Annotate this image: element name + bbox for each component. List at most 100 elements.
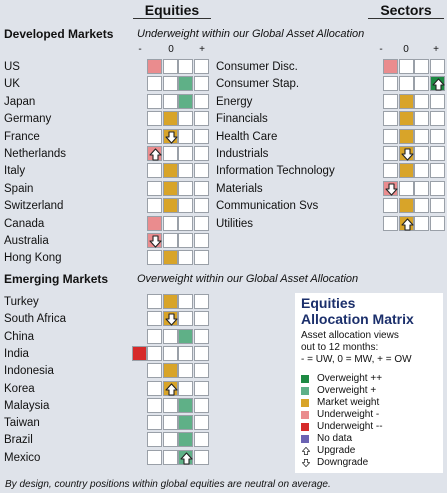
matrix-cell — [178, 215, 193, 231]
upgrade-arrow-icon — [301, 446, 311, 456]
row-label: Hong Kong — [4, 252, 62, 265]
matrix-cell — [178, 93, 193, 109]
matrix-cell — [398, 93, 414, 109]
row-label: Financials — [216, 113, 268, 126]
matrix-cell — [178, 111, 193, 127]
matrix-cell — [147, 449, 162, 465]
matrix-cell — [147, 432, 162, 448]
legend-title-line2: Allocation Matrix — [301, 311, 414, 327]
matrix-cell — [162, 180, 178, 196]
matrix-cell — [429, 198, 445, 214]
downgrade-arrow-icon — [400, 148, 414, 161]
matrix-cell — [178, 128, 193, 144]
legend-item: Upgrade — [301, 445, 355, 457]
row-label: Korea — [4, 382, 35, 395]
matrix-cell — [383, 93, 398, 109]
upgrade-arrow-icon — [180, 452, 193, 465]
downgrade-arrow-icon — [164, 131, 178, 144]
matrix-cell — [147, 163, 162, 179]
matrix-cell — [193, 345, 209, 361]
matrix-cell — [162, 380, 178, 396]
matrix-cell — [383, 180, 398, 196]
row-label: Consumer Disc. — [216, 61, 298, 73]
matrix-cell — [147, 146, 162, 161]
legend-item-label: Overweight + — [317, 385, 377, 396]
matrix-cell — [383, 59, 398, 74]
legend-swatch — [301, 387, 309, 395]
matrix-cell — [398, 128, 414, 144]
matrix-cell — [398, 163, 414, 179]
row-label: Canada — [4, 217, 45, 230]
matrix-cell — [178, 345, 193, 361]
downgrade-icon — [301, 458, 311, 468]
matrix-cell — [162, 198, 178, 214]
matrix-cell — [429, 215, 445, 231]
developed-markets-title: Developed Markets — [4, 27, 114, 41]
row-label: Materials — [216, 182, 263, 195]
matrix-cell — [383, 163, 398, 179]
matrix-cell — [147, 363, 162, 379]
matrix-cell — [414, 111, 429, 127]
matrix-cell — [429, 93, 445, 109]
legend-swatch — [301, 375, 309, 383]
equities-tick-minus: - — [138, 44, 142, 55]
sectors-tick-plus: + — [433, 44, 439, 55]
matrix-cell — [162, 76, 178, 92]
matrix-cell — [131, 345, 147, 361]
legend-desc-line1: Asset allocation views — [301, 330, 399, 341]
emerging-markets-note: Overweight within our Global Asset Alloc… — [137, 273, 359, 285]
matrix-cell — [429, 163, 445, 179]
matrix-cell — [178, 328, 193, 344]
matrix-cell — [178, 363, 193, 379]
matrix-cell — [414, 198, 429, 214]
matrix-cell — [178, 198, 193, 214]
upgrade-arrow-icon — [400, 218, 414, 231]
matrix-cell — [398, 146, 414, 161]
matrix-cell — [178, 380, 193, 396]
matrix-cell — [147, 311, 162, 327]
row-label: Utilities — [216, 217, 254, 230]
equities-header: Equities — [133, 2, 211, 19]
row-label: Consumer Stap. — [216, 78, 300, 91]
row-label: Netherlands — [4, 148, 67, 160]
matrix-cell — [193, 380, 209, 396]
legend-item: Underweight - — [301, 409, 379, 421]
downgrade-arrow-icon — [164, 313, 178, 326]
matrix-cell — [162, 233, 178, 248]
matrix-cell — [147, 294, 162, 309]
matrix-cell — [429, 128, 445, 144]
matrix-cell — [414, 163, 429, 179]
row-label: UK — [4, 78, 20, 91]
row-label: India — [4, 347, 29, 360]
row-label: Germany — [4, 113, 52, 126]
matrix-cell — [162, 128, 178, 144]
legend-item-label: Underweight -- — [317, 421, 383, 432]
upgrade-arrow-icon — [149, 148, 162, 161]
row-label: South Africa — [4, 313, 67, 326]
matrix-cell — [178, 415, 193, 431]
legend-item: Overweight + — [301, 385, 376, 397]
footnote: By design, country positions within glob… — [5, 479, 331, 490]
row-label: Italy — [4, 165, 26, 178]
matrix-cell — [162, 415, 178, 431]
matrix-cell — [193, 59, 209, 74]
row-label: Malaysia — [4, 399, 50, 412]
legend-item: Underweight -- — [301, 421, 383, 433]
legend-item-label: No data — [317, 433, 353, 444]
matrix-cell — [398, 111, 414, 127]
legend-swatch — [301, 411, 309, 419]
matrix-cell — [147, 76, 162, 92]
matrix-cell — [178, 146, 193, 161]
matrix-cell — [383, 111, 398, 127]
matrix-cell — [147, 180, 162, 196]
matrix-cell — [147, 198, 162, 214]
matrix-cell — [383, 215, 398, 231]
matrix-cell — [162, 163, 178, 179]
matrix-cell — [178, 432, 193, 448]
matrix-cell — [398, 180, 414, 196]
matrix-cell — [414, 128, 429, 144]
row-label: China — [4, 330, 35, 343]
matrix-cell — [178, 250, 193, 266]
legend-item: Downgrade — [301, 457, 368, 469]
row-label: US — [4, 61, 20, 73]
